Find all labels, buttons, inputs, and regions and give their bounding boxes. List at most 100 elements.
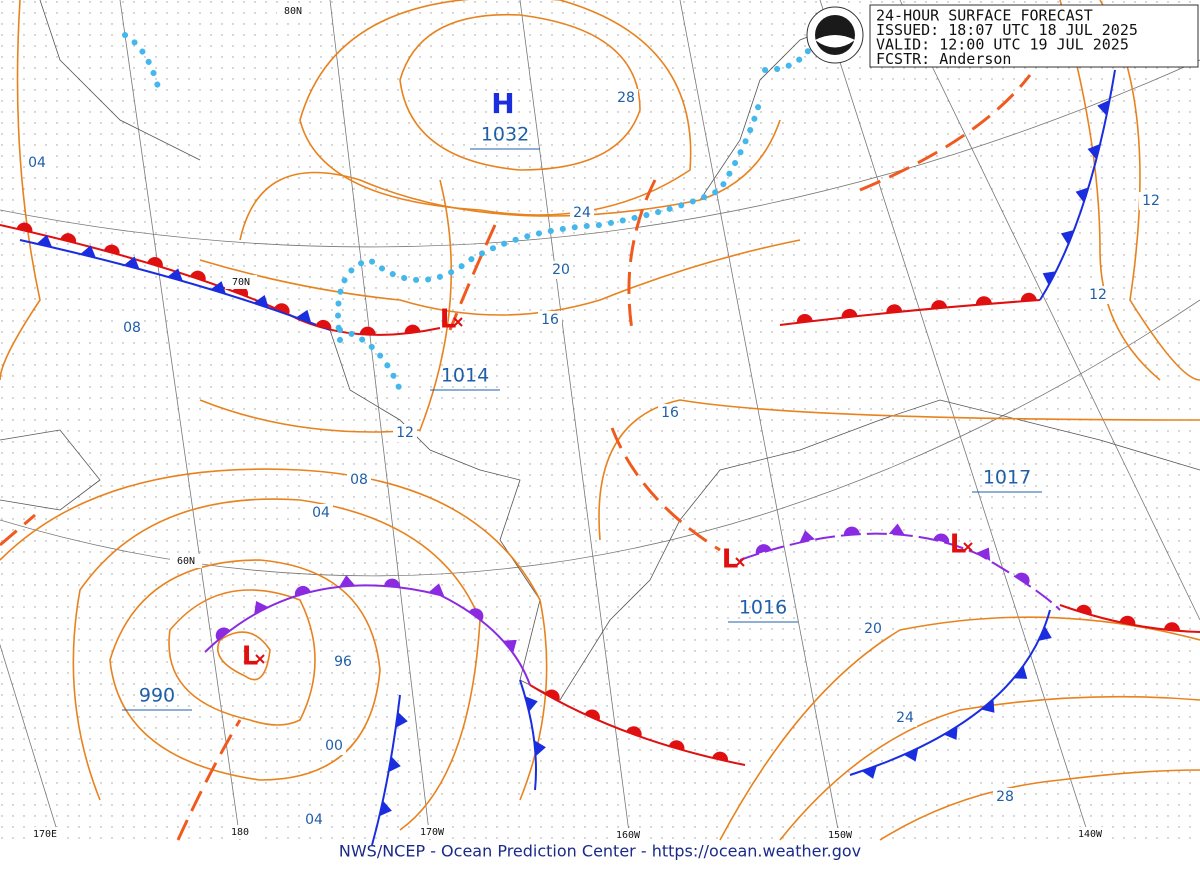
cold-front-symbol <box>379 800 392 817</box>
grid-label: 170E <box>33 829 57 840</box>
warm-front-symbol <box>755 544 772 555</box>
isobar-label-box <box>538 311 562 329</box>
isobar-label: 20 <box>552 262 570 278</box>
cold-front-symbol <box>1013 665 1028 679</box>
isobar-label-box <box>347 471 371 489</box>
center-symbol: H <box>491 87 514 120</box>
warm-front-symbol <box>315 319 332 330</box>
isobar-label-box <box>1139 192 1163 210</box>
warm-front-symbol <box>796 313 813 323</box>
grid-label-box <box>416 825 448 839</box>
isobar-label: 28 <box>617 90 635 106</box>
center-value: 1016 <box>739 597 787 619</box>
isobar-label-box <box>614 89 638 107</box>
cold-front-symbol <box>1042 271 1057 286</box>
warm-front-symbol <box>404 324 421 334</box>
grid-label-box <box>170 554 202 568</box>
fronts <box>0 69 1200 846</box>
warm-front-symbol <box>359 326 376 335</box>
warm-front-symbol <box>841 308 858 318</box>
center-symbol: L <box>950 530 967 560</box>
center-value: 1032 <box>481 124 529 146</box>
grid-label-box <box>824 828 856 842</box>
warm-front-symbol <box>712 751 728 762</box>
cold-front-symbol <box>1087 143 1101 160</box>
warm-front-symbol <box>1014 572 1030 585</box>
grid-label: 170W <box>420 827 445 838</box>
front <box>779 299 1041 326</box>
isobar-label-box <box>861 620 885 638</box>
warm-front-symbol <box>147 257 163 268</box>
cold-front-symbol <box>1060 229 1075 245</box>
footer: NWS/NCEP - Ocean Prediction Center - htt… <box>339 842 861 861</box>
cold-front-symbol <box>861 765 877 779</box>
warm-front-symbol <box>668 740 685 751</box>
front <box>849 609 1051 776</box>
isobar-label-box <box>549 261 573 279</box>
cold-front-symbol <box>503 639 517 654</box>
warm-front-symbol <box>933 533 950 544</box>
cold-front-symbol <box>1097 99 1110 116</box>
front <box>519 679 537 791</box>
warm-front-symbol <box>294 586 311 597</box>
isobar-label-box <box>302 811 326 829</box>
isobar-label-box <box>993 788 1017 806</box>
isobar-label: 16 <box>661 405 679 421</box>
center-value: 1014 <box>441 365 489 387</box>
cold-front-symbol <box>981 699 995 713</box>
isobar-label: 00 <box>325 738 343 754</box>
cold-front-symbol <box>395 711 408 728</box>
warm-front-symbol <box>1020 292 1037 302</box>
cold-front-symbol <box>903 748 919 762</box>
grid-label: 60N <box>177 556 195 567</box>
warm-front-symbol <box>1076 604 1092 616</box>
warm-front-symbol <box>384 578 401 588</box>
warm-front-symbol <box>584 709 600 721</box>
low-cross <box>735 557 745 567</box>
warm-front-symbol <box>16 222 33 233</box>
isobar-label-box <box>331 653 355 671</box>
isobar-label-box <box>309 504 333 522</box>
front <box>19 239 331 331</box>
cold-front-symbol <box>253 294 269 308</box>
isobar-label-box <box>893 709 917 727</box>
warm-front-symbol <box>626 726 642 738</box>
grid-labels: 80N 70N 60N 170E 180 170W 160W 150W 140W <box>29 4 1106 842</box>
cold-front-symbol <box>428 583 445 596</box>
isobar-label-box <box>658 404 682 422</box>
warm-front-symbol <box>975 296 992 305</box>
grid-label: 70N <box>232 277 250 288</box>
center-value: 1017 <box>983 467 1031 489</box>
low-cross <box>963 542 973 552</box>
header-box <box>869 4 1199 68</box>
isobar-label: 20 <box>864 621 882 637</box>
isobar-labels: 04 08 28 24 20 16 12 12 16 12 08 04 96 00 04 20 24 28 <box>25 89 1163 829</box>
isobar-label: 24 <box>573 205 591 221</box>
isobar-label: 04 <box>312 505 330 521</box>
isobar-label: 28 <box>996 789 1014 805</box>
cold-front-symbol <box>80 245 96 258</box>
header-line: 24-HOUR SURFACE FORECAST <box>876 7 1093 25</box>
cold-front-symbol <box>1075 187 1089 203</box>
isobar-label-box <box>1086 286 1110 304</box>
cold-front-symbol <box>296 309 312 323</box>
grid-label: 150W <box>828 830 853 841</box>
grid-label: 160W <box>616 830 641 841</box>
isobar-label: 08 <box>123 320 141 336</box>
isobar-label: 12 <box>1089 287 1107 303</box>
ice-edge <box>122 32 818 393</box>
grid-label: 140W <box>1078 829 1103 840</box>
warm-front-symbol <box>190 270 206 282</box>
warm-front-symbol <box>931 300 948 309</box>
low-cross <box>453 317 463 327</box>
grid-label-box <box>224 825 256 839</box>
isobar-label-box <box>322 737 346 755</box>
center-symbol: L <box>242 642 259 672</box>
isobar-label-box <box>393 424 417 442</box>
warm-front-symbol <box>274 303 290 315</box>
header-line: FCSTR: Anderson <box>876 50 1011 68</box>
front <box>204 584 531 686</box>
